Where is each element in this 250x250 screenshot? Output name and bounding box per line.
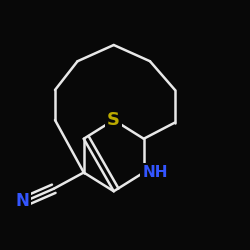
Text: NH: NH — [142, 165, 168, 180]
Text: S: S — [107, 111, 120, 129]
Text: N: N — [16, 192, 30, 210]
